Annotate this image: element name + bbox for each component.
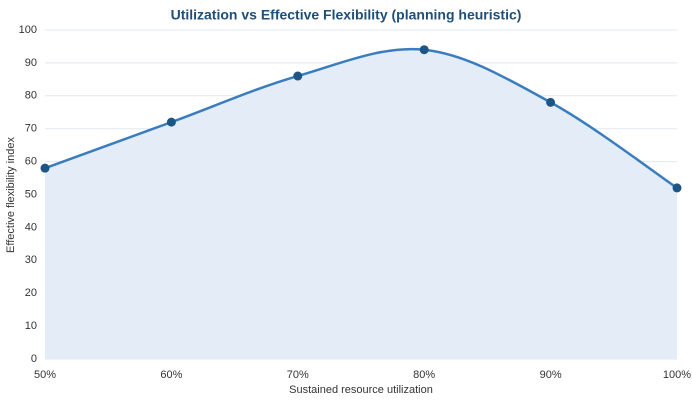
point bbox=[419, 45, 429, 55]
point bbox=[293, 71, 303, 81]
y-tick-label: 40 bbox=[25, 221, 37, 233]
y-tick-label: 20 bbox=[25, 287, 37, 299]
y-tick-label: 70 bbox=[25, 123, 37, 135]
point bbox=[546, 97, 556, 107]
point bbox=[672, 183, 682, 193]
line bbox=[44, 47, 678, 189]
y-tick-label: 0 bbox=[31, 353, 37, 365]
x-tick-label: 90% bbox=[540, 369, 562, 381]
x-tick-label: 80% bbox=[413, 369, 435, 381]
y-tick-label: 50 bbox=[25, 188, 37, 200]
y-axis-label: Effective flexibility index bbox=[5, 137, 17, 253]
chart-title: Utilization vs Effective Flexibility (pl… bbox=[171, 7, 522, 23]
point bbox=[166, 117, 176, 127]
area bbox=[45, 49, 677, 359]
y-tick-label: 80 bbox=[25, 90, 37, 102]
x-tick-label: 60% bbox=[160, 369, 182, 381]
y-tick-label: 60 bbox=[25, 156, 37, 168]
x-axis-label: Sustained resource utilization bbox=[289, 384, 433, 396]
y-tick-label: 30 bbox=[25, 254, 37, 266]
y-tick-label: 90 bbox=[25, 57, 37, 69]
x-tick-label: 100% bbox=[663, 369, 691, 381]
x-tick-label: 50% bbox=[34, 369, 56, 381]
y-tick-label: 100 bbox=[19, 24, 37, 36]
x-tick-label: 70% bbox=[287, 369, 309, 381]
y-tick-label: 10 bbox=[25, 320, 37, 332]
point bbox=[40, 163, 50, 173]
